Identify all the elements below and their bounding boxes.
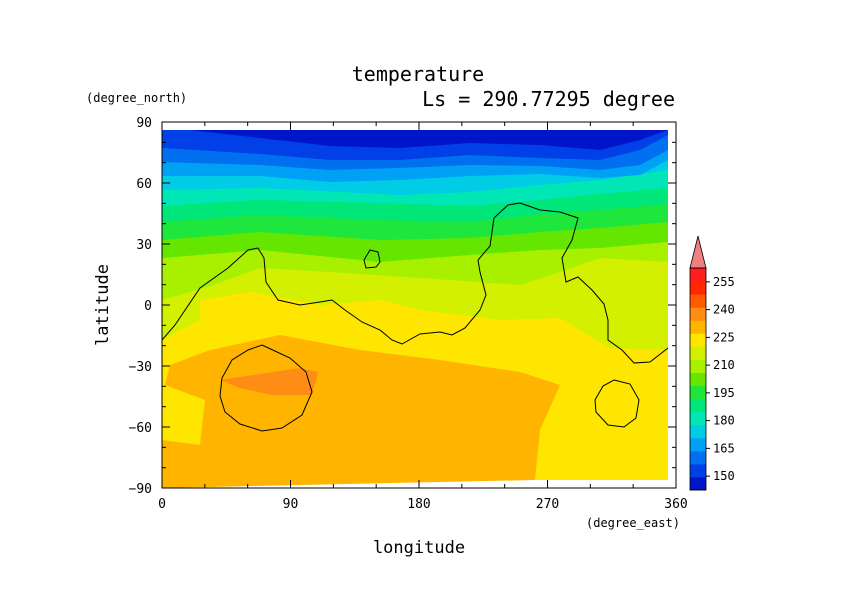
colorbar-swatch [690,268,706,282]
colorbar-swatch [690,359,706,373]
y-tick-label: 90 [136,116,152,131]
y-tick-label: 60 [136,177,152,192]
y-tick-label: −60 [129,421,152,436]
colorbar-swatch [690,463,706,478]
contour-line [363,249,381,269]
colorbar-swatch [690,411,706,426]
y-units-label: (degree_north) [86,91,187,105]
contour-lines [162,202,669,432]
colorbar-swatch [690,372,706,387]
colorbar-swatch [690,476,706,491]
x-tick-label: 360 [664,497,687,512]
colorbar-swatch [690,450,706,465]
colorbar-tick-label: 225 [713,330,735,344]
colorbar-tick-label: 165 [713,441,735,455]
colorbar-swatch [690,346,706,360]
colorbar-swatch [690,437,706,452]
colorbar-swatch [690,424,706,439]
y-axis: 90 60 30 0 −30 −60 −90 [129,116,676,497]
band-deep-blue [190,130,668,150]
colorbar-over-triangle [689,235,707,269]
y-tick-label: −30 [129,360,152,375]
colorbar-swatch [690,333,706,347]
x-tick-label: 270 [536,497,559,512]
chart-title: temperature [352,62,484,86]
colorbar-frame [689,267,707,491]
chart-subtitle: Ls = 290.77295 degree [422,87,675,111]
colorbar-tick-label: 180 [713,414,735,428]
colorbar-swatch [690,307,706,321]
y-axis-label: latitude [93,264,113,346]
contour-line [162,202,669,364]
contour-line [219,344,313,432]
colorbar-tick-label: 210 [713,358,735,372]
temperature-bands [162,130,668,488]
plot-area [162,122,676,488]
x-tick-label: 90 [283,497,299,512]
colorbar-tick-label: 195 [713,386,735,400]
colorbar-tick-label: 255 [713,275,735,289]
contour-line [594,379,640,428]
colorbar-tick-label: 150 [713,469,735,483]
colorbar: 150 165 180 195 210 225 240 255 [689,235,735,491]
x-axis-label: longitude [373,538,465,558]
x-units-label: (degree_east) [586,516,680,530]
y-tick-label: −90 [129,482,152,497]
colorbar-swatch [690,385,706,400]
band-orange [162,335,560,488]
colorbar-swatch [690,398,706,413]
colorbar-swatch [690,320,706,334]
colorbar-swatch [690,294,706,308]
colorbar-swatch [690,281,706,295]
x-tick-label: 180 [407,497,430,512]
x-axis: 0 90 180 270 360 [158,122,688,512]
colorbar-tick-label: 240 [713,303,735,317]
y-tick-label: 0 [144,299,152,314]
band-dark-orange [220,368,318,395]
y-tick-label: 30 [136,238,152,253]
x-tick-label: 0 [158,497,166,512]
